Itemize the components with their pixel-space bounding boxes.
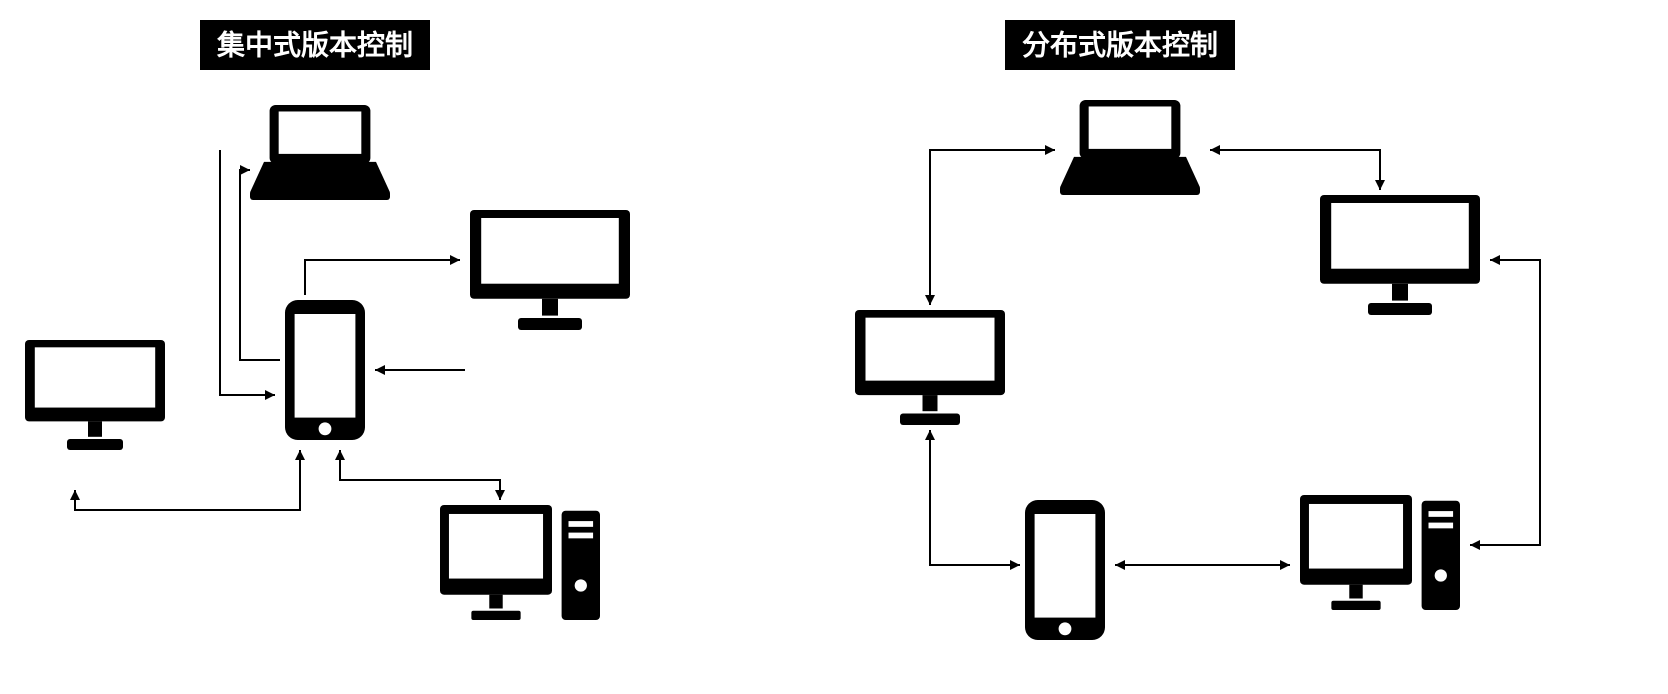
edge [340,450,500,500]
pc-icon [440,505,600,620]
laptop-icon [250,105,390,200]
phone-icon [285,300,365,440]
edge [1210,150,1380,190]
monitor-icon [470,210,630,330]
edge [930,150,1055,305]
edge [305,260,460,295]
edge [930,430,1020,565]
monitor-icon [1320,195,1480,315]
laptop-icon [1060,100,1200,195]
title-text-distributed: 分布式版本控制 [1022,30,1218,61]
title-distributed: 分布式版本控制 [1005,20,1235,70]
edge [75,450,300,510]
title-text-centralized: 集中式版本控制 [216,30,413,61]
monitor-icon [25,340,165,450]
pc-icon [1300,495,1460,610]
phone-icon [1025,500,1105,640]
edge [1470,260,1540,545]
title-centralized: 集中式版本控制 [200,20,430,70]
monitor-icon [855,310,1005,425]
